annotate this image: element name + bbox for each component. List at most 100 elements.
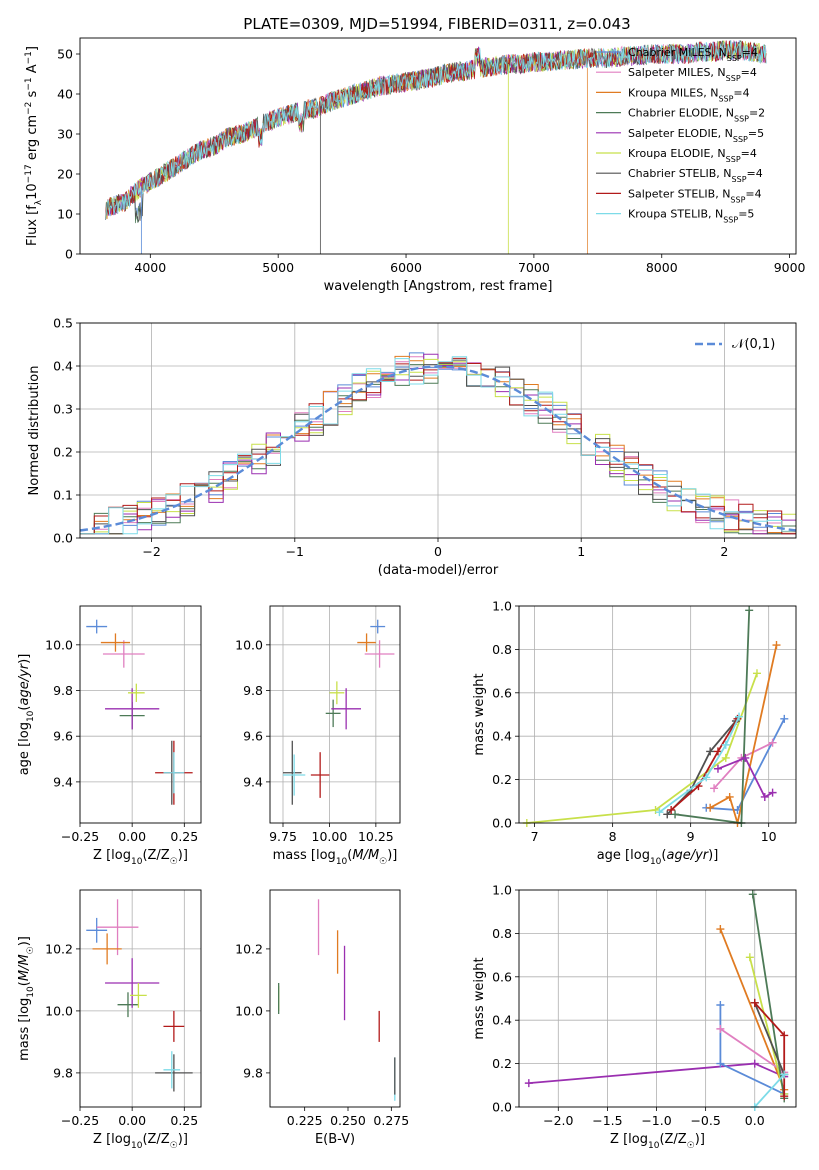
x-tick-label: −2 [142, 544, 160, 559]
axes-frame [269, 605, 401, 824]
weight-marker-salpeter-stelib [780, 1092, 789, 1101]
figure-title: PLATE=0309, MJD=51994, FIBERID=0311, z=0… [243, 15, 630, 33]
weight-line-chabrier-stelib [753, 1002, 786, 1075]
x-tick-label: 6000 [390, 260, 422, 275]
weight-line-salpeter-elodie [717, 756, 774, 799]
y-tick-label: 20 [57, 167, 73, 182]
y-tick-label: 1.0 [492, 883, 512, 898]
y-axis-label: age [log10(age/yr)] [17, 654, 36, 776]
x-tick-label: 10 [761, 829, 777, 844]
x-axis-label: Z [log10(Z/Z☉)] [610, 1132, 705, 1151]
x-tick-label: 0 [434, 544, 442, 559]
y-tick-label: 1.0 [492, 599, 512, 614]
y-tick-label: 0.8 [492, 642, 512, 657]
spectrum-line-kroupa-miles [105, 48, 588, 254]
y-axis-label: Normed distribution [27, 366, 42, 496]
weight-marker-salpeter-stelib [780, 1031, 789, 1040]
axes-frame [79, 322, 797, 539]
legend-label-normal: 𝒩(0,1) [732, 337, 775, 352]
mass-weight-vs-age-chart: 7 8 9 10 0.0 0.2 0.4 0.6 0.8 1.0 age [log10(age/yr… [472, 599, 797, 867]
y-tick-label: 10.0 [45, 1003, 73, 1018]
y-axis-label: mass weight [472, 957, 487, 1039]
x-tick-label: 0.00 [118, 829, 146, 844]
age-vs-metallicity-chart: −0.25 0.00 0.25 9.4 9.6 9.8 10.0 Z [log10(Z/Z☉)… [17, 605, 202, 867]
y-tick-label: 0.4 [492, 729, 512, 744]
x-tick-label: 0.250 [330, 1113, 366, 1128]
x-tick-label: −1.5 [592, 1113, 622, 1128]
weight-line-kroupa-stelib [754, 1073, 785, 1108]
weight-marker-chabrier-elodie [671, 810, 680, 819]
x-tick-label: −2.0 [543, 1113, 573, 1128]
legend-label-chabrier-elodie: Chabrier ELODIE, NSSP=2 [628, 107, 765, 124]
y-tick-label: 10.0 [235, 637, 263, 652]
weight-line-kroupa-elodie [526, 672, 758, 824]
x-axis-label: E(B-V) [315, 1132, 355, 1147]
spectrum-chart: 4000 5000 6000 7000 8000 9000 0 10 20 30 40 50 wavel… [24, 37, 806, 294]
weight-line-chabrier-elodie [751, 894, 786, 1099]
x-tick-label: 10.25 [358, 829, 394, 844]
y-tick-label: 10 [57, 207, 73, 222]
legend-label-kroupa-stelib: Kroupa STELIB, NSSP=5 [628, 208, 754, 225]
axes-frame [79, 37, 797, 255]
y-tick-label: 0.8 [492, 926, 512, 941]
y-tick-label: 0.6 [492, 685, 512, 700]
weight-marker-kroupa-miles [772, 641, 781, 650]
y-tick-label: 9.4 [243, 774, 263, 789]
y-tick-label: 0.2 [492, 1056, 512, 1071]
y-tick-label: 0.2 [492, 772, 512, 787]
x-axis-label: mass [log10(M/M☉)] [273, 848, 398, 867]
weight-marker-salpeter-miles [710, 784, 719, 793]
y-tick-label: 10.2 [235, 941, 263, 956]
weight-marker-salpeter-miles [768, 738, 777, 747]
x-tick-label: 10.00 [312, 829, 348, 844]
weight-marker-salpeter-elodie [741, 753, 750, 762]
x-tick-label: −0.5 [690, 1113, 720, 1128]
x-tick-label: 9000 [774, 260, 806, 275]
weight-marker-salpeter-elodie [524, 1079, 533, 1088]
y-tick-label: 10.0 [45, 637, 73, 652]
weight-marker-salpeter-stelib [713, 747, 722, 756]
y-tick-label: 9.4 [53, 774, 73, 789]
weight-marker-salpeter-elodie [750, 1059, 759, 1068]
weight-marker-salpeter-elodie [760, 792, 769, 801]
y-tick-label: 0.0 [492, 1100, 512, 1115]
legend-label-chabrier-miles: Chabrier MILES, NSSP=4 [628, 46, 758, 63]
weight-marker-salpeter-stelib [667, 805, 676, 814]
x-axis-label: (data-model)/error [378, 563, 499, 578]
x-tick-label: 0.275 [373, 1113, 409, 1128]
x-tick-label: −0.25 [61, 829, 99, 844]
y-tick-label: 9.8 [243, 683, 263, 698]
weight-marker-chabrier-stelib [706, 747, 715, 756]
y-tick-label: 0.4 [53, 359, 73, 374]
y-tick-label: 9.8 [53, 683, 73, 698]
y-tick-label: 0.0 [492, 816, 512, 831]
axes-frame [269, 889, 401, 1108]
x-tick-label: 1 [577, 544, 585, 559]
y-tick-label: 50 [57, 47, 73, 62]
mass-vs-metallicity-chart: −0.25 0.00 0.25 9.8 10.0 10.2 Z [log10(Z/Z☉)] m… [17, 889, 202, 1151]
weight-marker-salpeter-miles [716, 1024, 725, 1033]
x-tick-label: −1.0 [641, 1113, 671, 1128]
weight-marker-kroupa-elodie [745, 953, 754, 962]
y-tick-label: 9.6 [243, 729, 263, 744]
y-tick-label: 0.2 [53, 445, 73, 460]
weight-line-chabrier-stelib [666, 720, 737, 815]
y-tick-label: 40 [57, 87, 73, 102]
axes-frame [79, 889, 202, 1108]
legend-label-chabrier-stelib: Chabrier STELIB, NSSP=4 [628, 167, 763, 184]
weight-line-salpeter-stelib [670, 718, 739, 811]
x-tick-label: 0.00 [118, 1113, 146, 1128]
x-tick-label: −1 [286, 544, 304, 559]
weight-marker-salpeter-elodie [768, 788, 777, 797]
weight-marker-kroupa-stelib [655, 808, 664, 817]
y-tick-label: 0.6 [492, 969, 512, 984]
x-tick-label: 9.75 [269, 829, 297, 844]
y-tick-label: 10.0 [235, 1003, 263, 1018]
mass-weight-vs-metallicity-chart: −2.0 −1.5 −1.0 −0.5 0.0 0.0 0.2 0.4 0.6 0.8 1.0 Z [… [472, 883, 797, 1151]
weight-marker-kroupa-miles [706, 803, 715, 812]
y-tick-label: 30 [57, 127, 73, 142]
weight-marker-kroupa-elodie [752, 669, 761, 678]
weight-marker-kroupa-stelib [702, 773, 711, 782]
mass-vs-ebv-chart: 0.225 0.250 0.275 9.8 10.0 10.2 E(B-V) [235, 889, 409, 1147]
